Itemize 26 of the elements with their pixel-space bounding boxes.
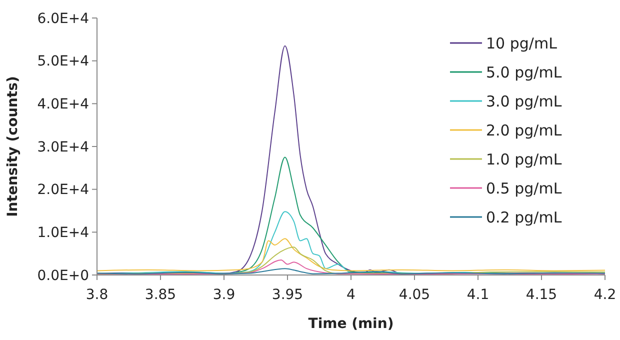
y-tick-label: 5.0E+4 bbox=[37, 54, 90, 70]
x-tick-label: 4.2 bbox=[594, 287, 616, 303]
legend-label: 10 pg/mL bbox=[486, 34, 558, 52]
y-axis-title: Intensity (counts) bbox=[5, 76, 21, 217]
legend-label: 2.0 pg/mL bbox=[486, 121, 562, 140]
x-tick-label: 4.15 bbox=[526, 287, 558, 303]
legend-label: 3.0 pg/mL bbox=[486, 92, 562, 110]
y-tick-label: 1.0E+4 bbox=[37, 225, 90, 242]
x-tick-label: 3.8 bbox=[86, 287, 108, 303]
y-tick-label: 6.0E+4 bbox=[37, 10, 90, 27]
y-tick-label: 0.0E+0 bbox=[37, 268, 89, 284]
x-tick-label: 4.1 bbox=[466, 287, 490, 303]
legend-label: 0.5 pg/mL bbox=[486, 179, 562, 198]
y-tick-label: 4.0E+4 bbox=[37, 96, 90, 113]
x-axis-title: Time (min) bbox=[308, 316, 394, 332]
legend-label: 5.0 pg/mL bbox=[486, 63, 562, 82]
y-tick-label: 3.0E+4 bbox=[37, 139, 90, 156]
x-tick-label: 4.05 bbox=[398, 287, 430, 303]
x-tick-label: 4 bbox=[346, 287, 356, 303]
legend-label: 0.2 pg/mL bbox=[486, 208, 562, 226]
x-tick-label: 3.85 bbox=[144, 287, 176, 303]
x-tick-label: 3.9 bbox=[212, 287, 236, 303]
line-series bbox=[96, 238, 606, 272]
legend-label: 1.0 pg/mL bbox=[486, 150, 562, 168]
y-tick-label: 2.0E+4 bbox=[37, 182, 90, 198]
x-tick-label: 3.95 bbox=[272, 287, 304, 303]
